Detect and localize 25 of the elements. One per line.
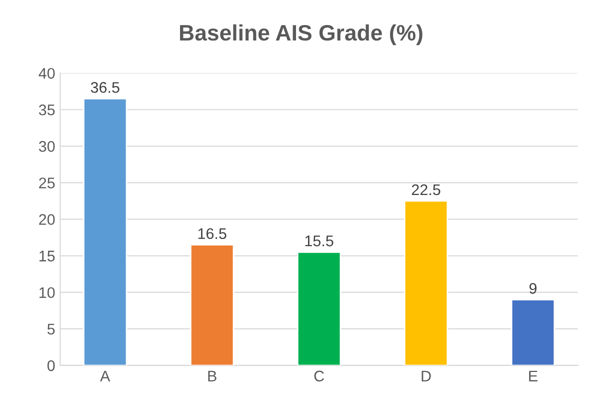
bar (83, 98, 128, 366)
y-tick-label: 20 (39, 214, 55, 225)
data-label: 15.5 (305, 236, 334, 246)
y-tick-label: 25 (39, 178, 55, 188)
y-tick-label: 10 (40, 287, 55, 298)
bar (404, 200, 448, 366)
bar (510, 298, 556, 366)
data-label: 22.5 (412, 184, 440, 196)
y-tick-label: 40 (38, 68, 55, 79)
y-tick-label: 35 (38, 104, 55, 116)
y-tick-label: 0 (47, 360, 55, 372)
x-tick-label: A (100, 370, 110, 382)
y-tick-label: 5 (47, 324, 55, 335)
x-tick-label: E (529, 370, 538, 382)
x-tick-label: C (314, 370, 324, 382)
data-label: 9 (529, 283, 537, 294)
data-label: 16.5 (198, 228, 226, 240)
bar (296, 251, 342, 366)
bar (190, 244, 234, 366)
y-tick-label: 30 (38, 141, 55, 152)
x-tick-label: B (208, 370, 216, 382)
x-tick-label: D (422, 370, 431, 382)
chart-title: Baseline AIS Grade (%) (180, 24, 422, 46)
y-tick-label: 15 (40, 250, 55, 262)
data-label: 36.5 (90, 82, 120, 93)
